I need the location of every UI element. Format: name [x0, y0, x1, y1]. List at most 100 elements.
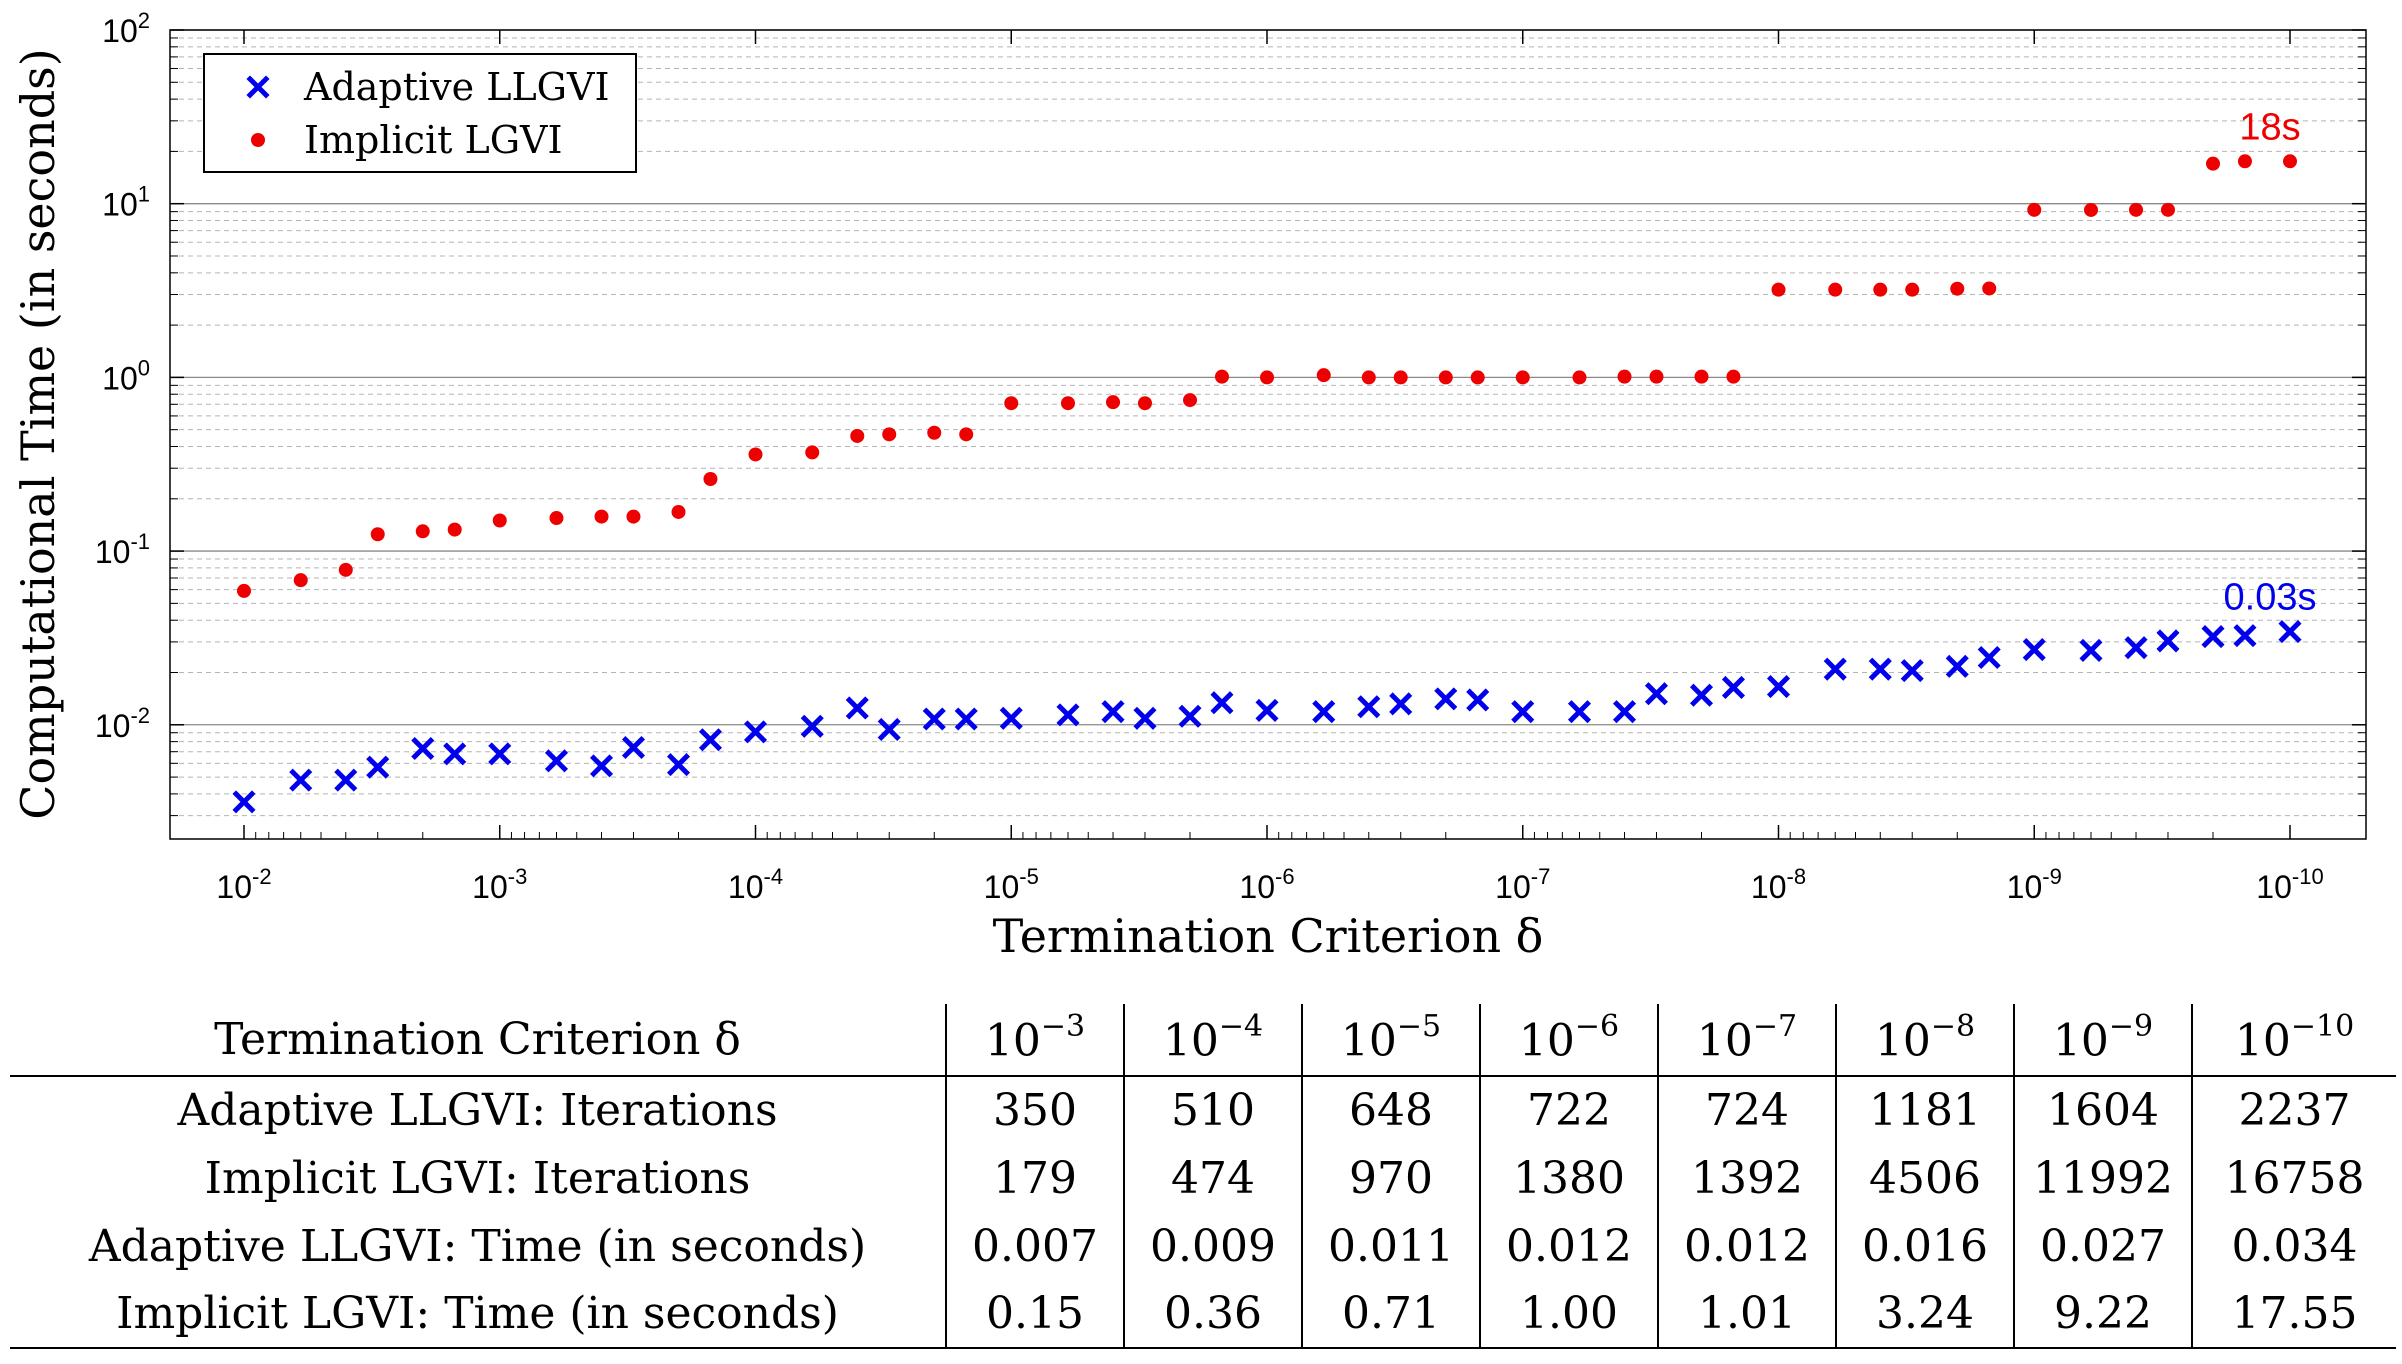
adaptive-llgvi-point [488, 742, 512, 766]
table-row-label: Adaptive LLGVI: Time (in seconds) [88, 1220, 867, 1272]
implicit-lgvi-point [1905, 282, 1920, 297]
implicit-lgvi-point [1950, 281, 1965, 296]
implicit-lgvi-point [370, 527, 385, 542]
table-cell: 0.36 [1123, 1280, 1302, 1349]
grid [170, 29, 2366, 817]
table-cell: 0.012 [1479, 1212, 1658, 1280]
implicit-lgvi-point [2237, 154, 2252, 169]
adaptive-llgvi-point [999, 706, 1023, 730]
implicit-lgvi-point [1470, 370, 1485, 385]
implicit-lgvi-point [1649, 369, 1664, 384]
table-cell: 0.012 [1657, 1212, 1836, 1280]
implicit-lgvi-point [1137, 396, 1152, 411]
y-tick-labels: 10-2 10-1 100 101 102 [95, 8, 150, 744]
implicit-lgvi-point [1828, 282, 1843, 297]
adaptive-llgvi-point [1945, 654, 1969, 678]
x-tick-label: 10-9 [2007, 864, 2062, 905]
x-tick-label: 10-2 [216, 864, 271, 905]
table-col-header: 10−3 [945, 1004, 1124, 1077]
adaptive-llgvi-point [1511, 700, 1535, 724]
data-points [232, 154, 2302, 814]
table-cell: 0.009 [1123, 1212, 1302, 1280]
table-row: Adaptive LLGVI: Iterations 350 510 648 7… [10, 1076, 2396, 1144]
table-cell: 0.016 [1835, 1212, 2014, 1280]
adaptive-llgvi-point [1644, 682, 1669, 706]
legend-x-marker-icon [246, 75, 270, 99]
implicit-lgvi-point [594, 509, 609, 524]
adaptive-llgvi-point [334, 768, 358, 792]
table-col-header: 10−5 [1301, 1004, 1480, 1077]
implicit-lgvi-point [959, 427, 974, 442]
implicit-lgvi-point [492, 513, 507, 528]
adaptive-llgvi-point [666, 753, 691, 777]
implicit-lgvi-point [850, 428, 865, 443]
x-tick-label: 10-6 [1239, 864, 1294, 905]
implicit-lgvi-point [1106, 395, 1121, 410]
x-tick-label: 10-4 [728, 864, 783, 905]
adaptive-llgvi-point [2022, 638, 2046, 662]
table-cell: 16758 [2191, 1144, 2396, 1212]
adaptive-llgvi-point [2079, 638, 2103, 662]
table-cell: 4506 [1835, 1144, 2014, 1212]
table-col-header: 10−7 [1657, 1004, 1836, 1077]
adaptive-llgvi-point [698, 728, 723, 752]
table-cell: 17.55 [2191, 1280, 2396, 1349]
implicit-lgvi-point [1316, 368, 1331, 383]
adaptive-llgvi-point [621, 735, 646, 760]
table-col-header: 10−9 [2013, 1004, 2192, 1077]
adaptive-llgvi-point [1689, 683, 1714, 707]
x-tick-labels: 10-2 10-3 10-4 10-5 10-6 10-7 10-8 10-9 10-10 [216, 864, 2323, 905]
table-cell: 0.011 [1301, 1212, 1480, 1280]
x-tick-label: 10-7 [1495, 864, 1550, 905]
plot-frame [169, 29, 2367, 840]
table-col-header: 10−8 [1835, 1004, 2014, 1077]
implicit-lgvi-point [1183, 393, 1198, 408]
adaptive-llgvi-point [1389, 692, 1413, 716]
adaptive-llgvi-point [1612, 700, 1637, 724]
table-cell: 970 [1301, 1144, 1480, 1212]
table-col-header: 10−4 [1123, 1004, 1302, 1077]
adaptive-llgvi-point [743, 720, 768, 744]
y-tick-label: 10-1 [95, 529, 150, 570]
y-tick-label: 101 [102, 182, 150, 223]
adaptive-llgvi-point [2233, 624, 2257, 648]
adaptive-llgvi-final-annotation: 0.03s [2224, 577, 2317, 619]
table-cell: 3.24 [1835, 1280, 2014, 1349]
adaptive-llgvi-point [289, 768, 313, 792]
table-header-label: Termination Criterion δ [10, 1004, 946, 1077]
table-row: Implicit LGVI: Iterations 179 474 970 13… [10, 1144, 2396, 1212]
implicit-lgvi-point [1982, 281, 1997, 296]
adaptive-llgvi-point [877, 717, 901, 741]
implicit-lgvi-point [1572, 370, 1587, 385]
implicit-lgvi-point [293, 573, 308, 588]
implicit-lgvi-point [1771, 282, 1786, 297]
adaptive-llgvi-point [2201, 625, 2225, 649]
y-tick-label: 10-2 [95, 703, 150, 744]
implicit-lgvi-point [703, 472, 718, 487]
adaptive-llgvi-point [366, 755, 390, 779]
table-cell: 648 [1301, 1076, 1480, 1144]
implicit-lgvi-point [1438, 370, 1453, 385]
y-axis-label: Computational Time (in seconds) [11, 48, 65, 819]
adaptive-llgvi-point [1210, 691, 1234, 715]
implicit-lgvi-point [1873, 282, 1888, 297]
implicit-lgvi-point [927, 425, 942, 440]
legend-label-implicit-lgvi: Implicit LGVI [304, 118, 563, 162]
adaptive-llgvi-point [1466, 688, 1490, 712]
implicit-lgvi-point [1726, 369, 1741, 384]
adaptive-llgvi-point [2124, 636, 2148, 660]
implicit-lgvi-point [338, 562, 353, 577]
implicit-lgvi-point [1617, 369, 1632, 384]
table-cell: 1.00 [1479, 1280, 1658, 1349]
y-tick-label: 102 [102, 8, 150, 49]
legend-box [203, 53, 637, 173]
table-cell: 510 [1123, 1076, 1302, 1144]
adaptive-llgvi-point [1721, 675, 1746, 699]
table-cell: 9.22 [2013, 1280, 2192, 1349]
table-cell: 722 [1479, 1076, 1658, 1144]
adaptive-llgvi-point [1255, 698, 1279, 722]
adaptive-llgvi-point [922, 707, 946, 731]
table-row-label: Implicit LGVI: Time (in seconds) [10, 1280, 946, 1349]
y-tick-label: 100 [102, 355, 150, 396]
adaptive-llgvi-point [1056, 703, 1080, 727]
